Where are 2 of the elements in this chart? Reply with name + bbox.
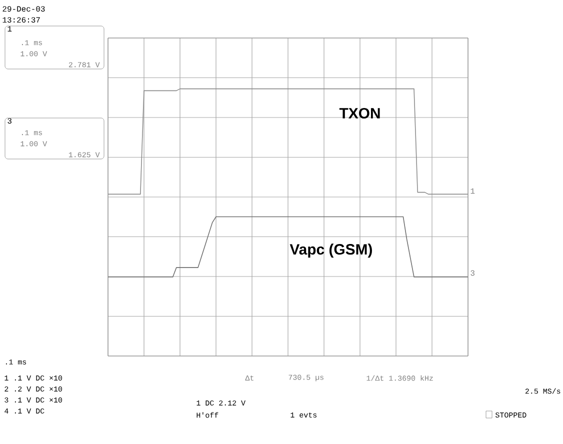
series-label: TXON <box>339 108 380 119</box>
series-label: Vapc (GSM) <box>290 244 372 258</box>
